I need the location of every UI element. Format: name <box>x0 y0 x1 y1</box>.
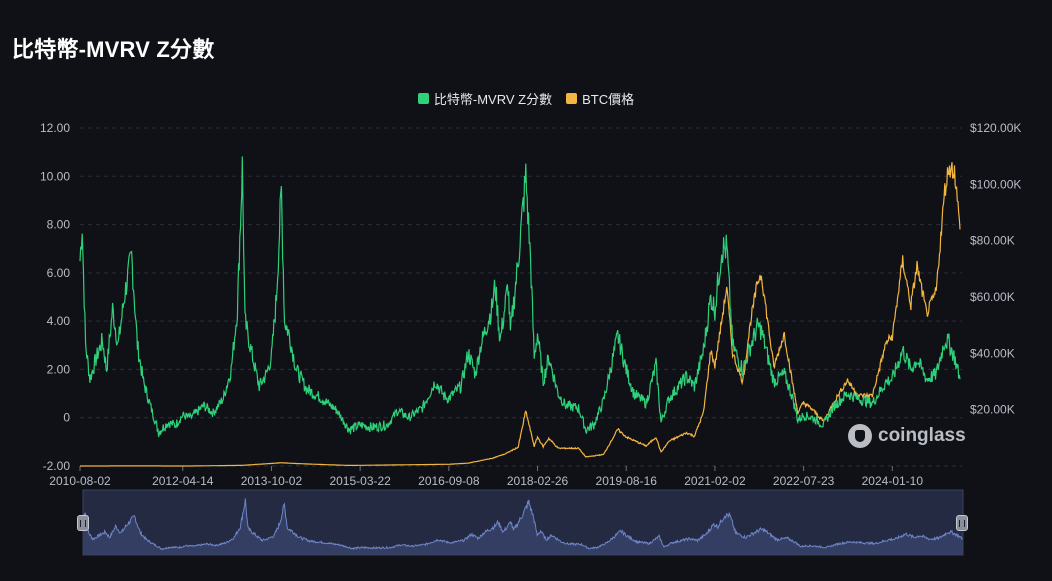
y-right-tick-label: $20.00K <box>970 403 1015 417</box>
watermark: coinglass <box>848 424 966 448</box>
y-right-tick-label: $60.00K <box>970 290 1015 304</box>
watermark-text: coinglass <box>878 425 966 447</box>
y-left-tick-label: 4.00 <box>47 314 71 328</box>
x-tick-label: 2019-08-16 <box>596 474 658 488</box>
x-tick-label: 2013-10-02 <box>241 474 303 488</box>
y-left-tick-label: 6.00 <box>47 266 71 280</box>
y-right-tick-label: $120.00K <box>970 121 1021 135</box>
y-left-tick-label: -2.00 <box>43 459 71 473</box>
y-left-tick-label: 10.00 <box>40 169 70 183</box>
y-right-tick-label: $40.00K <box>970 346 1015 360</box>
coinglass-logo-icon <box>848 424 872 448</box>
x-tick-label: 2022-07-23 <box>773 474 835 488</box>
x-tick-label: 2010-08-02 <box>49 474 111 488</box>
y-right-tick-label: $80.00K <box>970 234 1015 248</box>
series-line-mvrv <box>80 156 960 437</box>
zoom-handle-right[interactable] <box>956 515 968 531</box>
zoom-handle-left[interactable] <box>77 515 89 531</box>
y-left-tick-label: 2.00 <box>47 362 71 376</box>
y-left-tick-label: 12.00 <box>40 121 70 135</box>
y-left-tick-label: 0 <box>63 411 70 425</box>
y-left-tick-label: 8.00 <box>47 218 71 232</box>
x-tick-label: 2018-02-26 <box>507 474 569 488</box>
x-tick-label: 2012-04-14 <box>152 474 214 488</box>
x-tick-label: 2021-02-02 <box>684 474 746 488</box>
y-right-tick-label: $100.00K <box>970 177 1021 191</box>
x-tick-label: 2016-09-08 <box>418 474 480 488</box>
navigator-selection <box>83 490 963 555</box>
x-tick-label: 2024-01-10 <box>862 474 924 488</box>
x-tick-label: 2015-03-22 <box>329 474 391 488</box>
